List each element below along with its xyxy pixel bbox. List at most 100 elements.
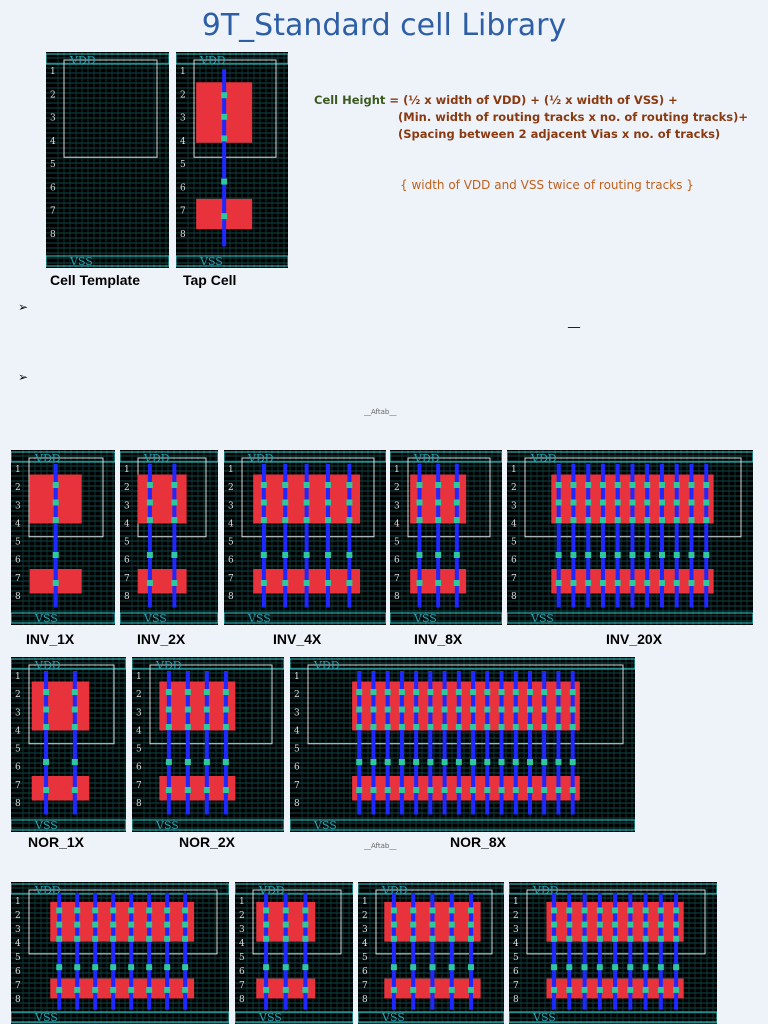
width-note: { width of VDD and VSS twice of routing … xyxy=(400,178,694,192)
page-title: 9T_Standard cell Library xyxy=(201,8,567,43)
svg-text:8: 8 xyxy=(124,592,130,602)
svg-text:7: 7 xyxy=(511,574,517,584)
inv-20x-caption: INV_20X xyxy=(606,631,663,647)
layout-art: 1 2 3 4 5 6 7 8 VDD VSS xyxy=(176,52,288,268)
svg-text:6: 6 xyxy=(513,967,519,977)
svg-text:3: 3 xyxy=(362,925,368,935)
svg-text:VDD: VDD xyxy=(530,452,557,465)
layout-art: 1 2 3 4 5 6 7 8 VDD VSS xyxy=(120,450,218,625)
svg-text:6: 6 xyxy=(239,967,245,977)
svg-text:8: 8 xyxy=(513,995,519,1005)
svg-text:1: 1 xyxy=(50,67,56,77)
svg-text:2: 2 xyxy=(124,483,130,493)
svg-text:4: 4 xyxy=(15,726,21,736)
cell-height-label: Cell Height xyxy=(314,93,386,107)
nor-2x-caption: NOR_2X xyxy=(179,834,236,850)
svg-text:1: 1 xyxy=(228,465,234,475)
svg-text:VSS: VSS xyxy=(313,819,337,832)
svg-text:8: 8 xyxy=(15,799,21,809)
svg-text:7: 7 xyxy=(124,574,130,584)
svg-text:2: 2 xyxy=(15,483,21,493)
svg-text:7: 7 xyxy=(239,981,245,991)
svg-text:4: 4 xyxy=(124,519,130,529)
svg-text:2: 2 xyxy=(362,911,368,921)
formula-line2: (Min. width of routing tracks x no. of r… xyxy=(398,110,748,124)
inv-4x-caption: INV_4X xyxy=(273,631,322,647)
svg-text:VDD: VDD xyxy=(143,452,170,465)
inv-1x-caption: INV_1X xyxy=(26,631,75,647)
layout-art: 1 2 3 4 5 6 7 8 VDD VSS xyxy=(132,657,284,832)
inv-8x-layout: 1 2 3 4 5 6 7 8 VDD VSS xyxy=(390,450,502,625)
svg-text:5: 5 xyxy=(294,745,300,755)
svg-text:1: 1 xyxy=(239,897,245,907)
bullet-1: ➢ xyxy=(18,300,29,314)
nor-1x-layout: 1 2 3 4 5 6 7 8 VDD VSS xyxy=(11,657,126,832)
svg-text:8: 8 xyxy=(180,230,186,240)
svg-text:1: 1 xyxy=(394,465,400,475)
svg-text:6: 6 xyxy=(180,183,186,193)
svg-text:5: 5 xyxy=(15,953,21,963)
svg-text:VDD: VDD xyxy=(34,884,61,897)
formula-line1: Cell Height = (½ x width of VDD) + (½ x … xyxy=(314,93,678,107)
svg-text:VDD: VDD xyxy=(413,452,440,465)
svg-text:4: 4 xyxy=(15,939,21,949)
svg-text:5: 5 xyxy=(239,953,245,963)
nor-1x-caption: NOR_1X xyxy=(28,834,85,850)
formula-line3: (Spacing between 2 adjacent Vias x no. o… xyxy=(398,127,721,141)
svg-text:4: 4 xyxy=(294,726,300,736)
svg-text:3: 3 xyxy=(124,501,130,511)
svg-text:3: 3 xyxy=(511,501,517,511)
svg-text:1: 1 xyxy=(15,897,21,907)
svg-text:5: 5 xyxy=(50,160,56,170)
inv-8x-caption: INV_8X xyxy=(414,631,463,647)
svg-text:6: 6 xyxy=(15,763,21,773)
svg-text:6: 6 xyxy=(15,556,21,566)
svg-text:4: 4 xyxy=(511,519,517,529)
svg-text:2: 2 xyxy=(239,911,245,921)
svg-text:4: 4 xyxy=(394,519,400,529)
layout-art: 1 2 3 4 5 6 7 8 VDD VSS xyxy=(46,52,169,268)
bottom-cell-1-layout: 1 2 3 4 5 6 7 8 VDD VSS xyxy=(11,882,229,1024)
svg-text:4: 4 xyxy=(180,137,186,147)
svg-text:1: 1 xyxy=(15,465,21,475)
svg-text:2: 2 xyxy=(15,690,21,700)
svg-text:4: 4 xyxy=(50,137,56,147)
signature-1: __Aftab__ xyxy=(364,408,397,416)
layout-art: 1 2 3 4 5 6 7 8 VDD VSS xyxy=(507,450,753,625)
cell-template-caption: Cell Template xyxy=(50,272,140,288)
svg-text:VSS: VSS xyxy=(532,1011,556,1024)
svg-text:5: 5 xyxy=(513,953,519,963)
svg-text:6: 6 xyxy=(511,556,517,566)
svg-text:1: 1 xyxy=(511,465,517,475)
svg-text:6: 6 xyxy=(15,967,21,977)
svg-text:VDD: VDD xyxy=(69,54,96,67)
svg-text:5: 5 xyxy=(15,745,21,755)
svg-text:4: 4 xyxy=(239,939,245,949)
svg-text:8: 8 xyxy=(136,799,142,809)
layout-art: 1 2 3 4 5 6 7 8 VDD VSS xyxy=(11,450,115,625)
tap-cell-layout: 1 2 3 4 5 6 7 8 VDD VSS xyxy=(176,52,288,268)
bottom-cell-3-layout: 1 2 3 4 5 6 7 8 VDD VSS xyxy=(358,882,504,1024)
svg-text:1: 1 xyxy=(294,672,300,682)
svg-text:2: 2 xyxy=(136,690,142,700)
svg-text:3: 3 xyxy=(15,501,21,511)
layout-art: 1 2 3 4 5 6 7 8 VDD VSS xyxy=(224,450,386,625)
svg-text:VDD: VDD xyxy=(381,884,408,897)
layout-art: 1 2 3 4 5 6 7 8 VDD VSS xyxy=(11,657,126,832)
svg-text:6: 6 xyxy=(136,763,142,773)
svg-text:VDD: VDD xyxy=(34,659,61,672)
svg-text:6: 6 xyxy=(294,763,300,773)
svg-text:VSS: VSS xyxy=(69,255,93,268)
svg-text:8: 8 xyxy=(239,995,245,1005)
svg-text:VSS: VSS xyxy=(34,819,58,832)
svg-text:8: 8 xyxy=(15,995,21,1005)
svg-text:7: 7 xyxy=(15,574,21,584)
svg-text:5: 5 xyxy=(136,745,142,755)
svg-text:VSS: VSS xyxy=(530,612,554,625)
svg-text:4: 4 xyxy=(513,939,519,949)
svg-text:3: 3 xyxy=(239,925,245,935)
svg-text:3: 3 xyxy=(50,114,56,124)
svg-text:1: 1 xyxy=(180,67,186,77)
svg-text:7: 7 xyxy=(294,781,300,791)
svg-text:8: 8 xyxy=(50,230,56,240)
